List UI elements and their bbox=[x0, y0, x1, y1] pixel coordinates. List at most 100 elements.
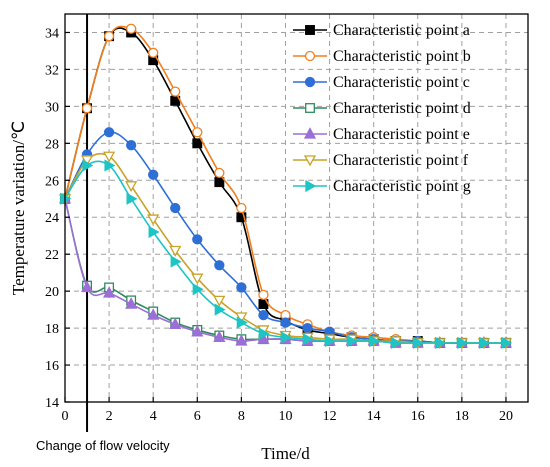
x-tick-label: 4 bbox=[150, 409, 157, 424]
x-tick-label: 14 bbox=[367, 409, 381, 424]
data-point bbox=[81, 103, 93, 114]
legend-item: Characteristic point a bbox=[293, 22, 470, 39]
x-tick-label: 16 bbox=[411, 409, 425, 424]
legend-marker bbox=[305, 103, 315, 113]
y-tick-label: 26 bbox=[45, 174, 59, 189]
data-point bbox=[102, 151, 116, 163]
data-point bbox=[148, 47, 159, 58]
data-point bbox=[214, 260, 225, 271]
data-point bbox=[104, 159, 116, 172]
data-point bbox=[125, 23, 137, 34]
legend-item: Characteristic point c bbox=[293, 74, 470, 91]
data-point bbox=[191, 324, 204, 337]
data-point bbox=[80, 155, 94, 167]
legend-item: Characteristic point g bbox=[293, 178, 471, 195]
data-point bbox=[170, 86, 181, 97]
data-point bbox=[280, 331, 292, 344]
data-point bbox=[214, 167, 225, 179]
series-lines bbox=[58, 23, 513, 350]
y-tick-label: 18 bbox=[45, 322, 59, 337]
data-point bbox=[148, 169, 159, 180]
data-point bbox=[236, 202, 247, 214]
y-tick-label: 22 bbox=[45, 248, 59, 263]
x-tick-label: 0 bbox=[62, 409, 69, 424]
data-point bbox=[191, 273, 204, 285]
data-point bbox=[369, 334, 381, 348]
legend-item: Characteristic point f bbox=[293, 152, 469, 169]
data-point bbox=[258, 310, 269, 321]
plot-frame bbox=[64, 13, 529, 403]
x-tick-label: 20 bbox=[499, 409, 513, 424]
data-point bbox=[413, 336, 425, 349]
annotation-group: Change of flow velocity bbox=[36, 14, 170, 453]
y-tick-label: 28 bbox=[45, 137, 59, 152]
series-g bbox=[60, 159, 513, 349]
y-tick-label: 32 bbox=[45, 63, 59, 78]
data-point bbox=[192, 283, 204, 296]
y-tick-label: 16 bbox=[45, 359, 59, 374]
data-point bbox=[479, 336, 491, 349]
data-point bbox=[236, 282, 247, 293]
x-tick-label: 2 bbox=[106, 409, 113, 424]
data-point bbox=[391, 336, 403, 349]
data-point bbox=[125, 297, 138, 309]
legend-marker bbox=[305, 25, 315, 35]
data-point bbox=[280, 317, 291, 328]
data-point bbox=[457, 336, 469, 349]
y-tick-label: 14 bbox=[45, 396, 59, 411]
legend-label: Characteristic point a bbox=[333, 22, 470, 39]
y-tick-label: 24 bbox=[45, 211, 59, 226]
data-point bbox=[148, 225, 160, 239]
data-point bbox=[214, 177, 225, 188]
data-point bbox=[213, 295, 226, 307]
data-point bbox=[103, 127, 115, 138]
legend-label: Characteristic point g bbox=[333, 178, 471, 195]
data-point bbox=[169, 317, 182, 330]
legend-marker bbox=[305, 179, 317, 193]
data-point bbox=[236, 316, 248, 329]
data-point bbox=[235, 334, 248, 346]
data-point bbox=[192, 127, 203, 138]
data-point bbox=[126, 192, 138, 205]
x-tick-label: 18 bbox=[455, 409, 469, 424]
legend-marker bbox=[303, 127, 317, 139]
data-point bbox=[324, 334, 336, 348]
data-point bbox=[192, 138, 203, 149]
legend-item: Characteristic point d bbox=[293, 100, 471, 117]
data-point bbox=[258, 327, 270, 340]
data-point bbox=[103, 31, 115, 42]
x-tick-label: 12 bbox=[323, 409, 337, 424]
data-point bbox=[80, 280, 94, 293]
legend-item: Characteristic point b bbox=[293, 48, 471, 65]
x-tick-label: 10 bbox=[278, 409, 292, 424]
x-tick-label: 6 bbox=[194, 409, 201, 424]
legend-label: Characteristic point d bbox=[333, 100, 471, 117]
data-point bbox=[125, 140, 137, 151]
data-point bbox=[170, 255, 182, 268]
legend: Characteristic point a Characteristic poi… bbox=[293, 22, 471, 195]
x-axis-title: Time/d bbox=[261, 444, 310, 463]
y-axis-title: Temperature variation/℃ bbox=[9, 121, 28, 295]
data-point bbox=[213, 330, 226, 342]
legend-label: Characteristic point f bbox=[333, 152, 469, 169]
data-point bbox=[346, 334, 358, 348]
legend-label: Characteristic point e bbox=[333, 126, 470, 143]
data-point bbox=[170, 202, 181, 214]
data-point bbox=[169, 245, 182, 257]
legend-item: Characteristic point e bbox=[293, 126, 470, 143]
data-point bbox=[501, 336, 513, 349]
data-point bbox=[147, 308, 160, 320]
data-point bbox=[258, 289, 269, 300]
legend-label: Characteristic point b bbox=[333, 48, 471, 65]
legend-marker bbox=[304, 76, 316, 88]
data-point bbox=[147, 214, 160, 226]
y-tick-label: 34 bbox=[45, 26, 59, 41]
legend-marker bbox=[304, 50, 316, 62]
flow-velocity-change-label: Change of flow velocity bbox=[36, 438, 170, 453]
data-point bbox=[82, 159, 94, 172]
data-point bbox=[435, 336, 447, 349]
data-point bbox=[235, 312, 248, 324]
data-point bbox=[103, 286, 116, 298]
